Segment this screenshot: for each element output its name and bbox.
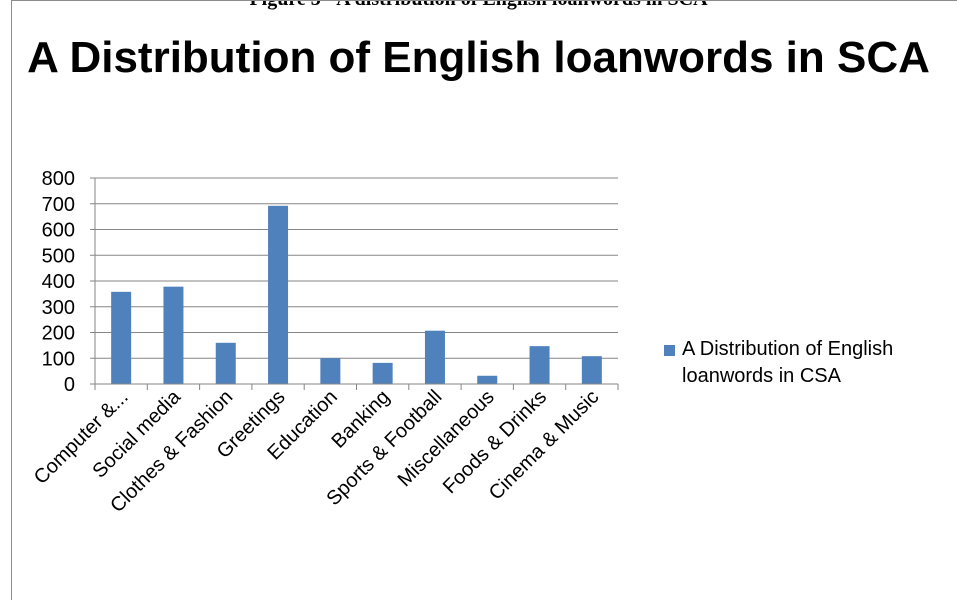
y-tick-label: 800 — [42, 168, 75, 190]
legend-label: A Distribution of English loanwords in C… — [682, 336, 952, 390]
bar — [530, 346, 550, 384]
bar — [582, 356, 602, 384]
y-tick-label: 600 — [42, 220, 75, 242]
bar — [373, 363, 393, 384]
bar — [216, 343, 236, 384]
y-tick-labels: 0 100 200 300 400 500 600 700 800 — [42, 168, 75, 396]
legend-swatch — [664, 345, 675, 356]
bar — [425, 331, 445, 384]
bar — [111, 292, 131, 384]
bar — [163, 287, 183, 384]
bar — [477, 376, 497, 384]
y-tick-label: 300 — [42, 297, 75, 319]
bar — [268, 206, 288, 384]
bar — [320, 358, 340, 384]
y-tick-label: 500 — [42, 245, 75, 267]
y-tick-label: 400 — [42, 271, 75, 293]
y-tick-label: 200 — [42, 323, 75, 345]
y-tick-label: 100 — [42, 348, 75, 370]
y-tick-label: 0 — [64, 374, 75, 396]
bars — [111, 206, 602, 384]
y-tick-label: 700 — [42, 194, 75, 216]
bar-chart: 0 100 200 300 400 500 600 700 800 Computer &...S… — [0, 0, 957, 581]
